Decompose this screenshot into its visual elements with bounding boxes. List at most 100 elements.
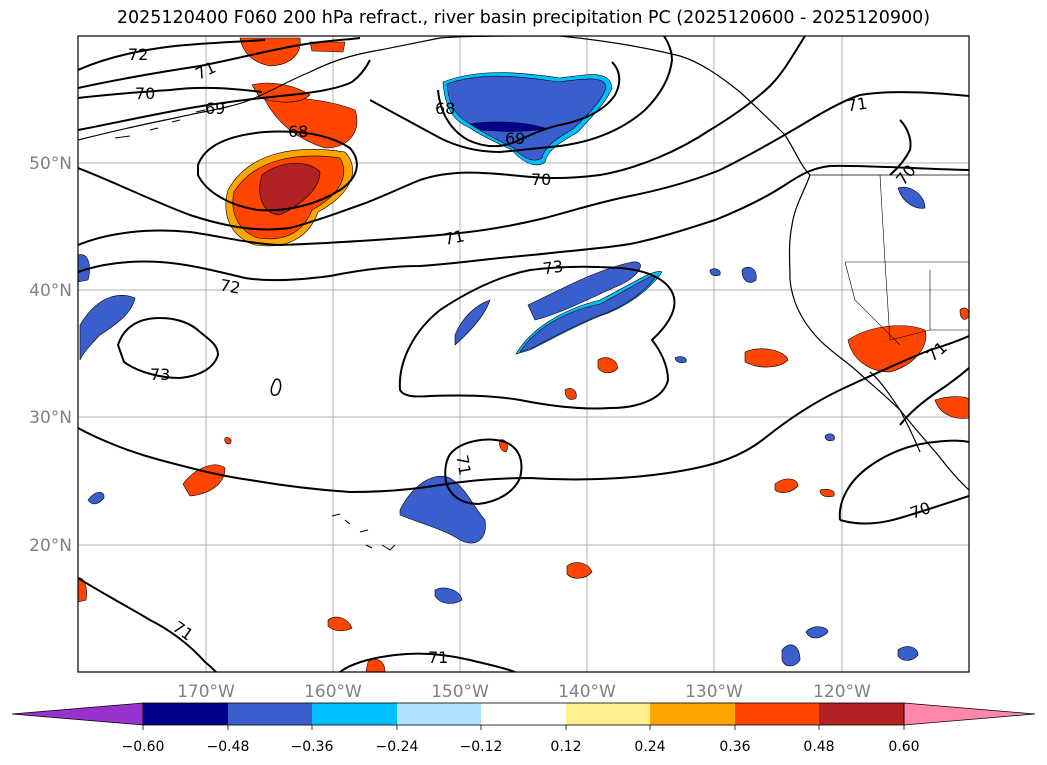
colorbar-tick-label: 0.36 [719,739,750,755]
colorbar-segment [143,703,228,725]
contour-71-bottom [339,652,516,672]
contour-70-north [78,86,263,99]
anomaly-region-pos-2 [264,97,358,149]
anomaly-region-neg-15 [824,433,835,442]
contour-label: 68 [435,99,455,118]
anomaly-region-pos-7 [934,396,969,419]
colorbar-segment [228,703,312,725]
contour-73-center [398,265,676,410]
contour-label: 73 [542,257,565,279]
contour-71-loop [444,438,523,506]
anomaly-region-neg-6 [79,295,136,361]
contour-72-mid [78,164,969,282]
colorbar-tick-label: 0.12 [550,739,581,755]
latitude-labels: 50°N 40°N 30°N 20°N [29,154,72,556]
lat-label-40n: 40°N [29,281,72,301]
map-frame [77,35,970,673]
anomaly-region-neg-5 [78,254,90,283]
contour-71-southwest [78,577,217,672]
contour-71-east-2 [899,367,969,426]
colorbar-segment [735,703,819,725]
anomaly-region-neg-3 [527,261,641,321]
us-state-lines [844,174,969,346]
contour-70-southeast [838,439,969,525]
colorbar-tick-label: −0.48 [207,739,250,755]
aleutians [114,101,231,139]
anomaly-region-pos-17 [959,307,969,320]
anomaly-region-neg-8 [781,644,801,667]
anomaly-region-neg-1-inner [469,121,546,132]
lon-label-160w: 160°W [304,682,362,702]
lon-label-150w: 150°W [431,682,489,702]
contour-73-west [116,316,220,380]
anomaly-region-neg-17 [674,356,687,364]
colorbar-tick-label: 0.60 [888,739,919,755]
contour-68-loop [197,130,358,212]
anomaly-region-pos-8 [744,348,789,368]
anomaly-region-pos-10 [566,562,593,579]
contour-label: 68 [288,122,308,141]
contour-69-east [369,36,674,154]
colorbar-segment [650,703,735,725]
colorbar-extend-min [11,702,144,726]
na-west-coast [788,174,969,491]
anomaly-region-neg-10 [741,267,757,283]
lat-label-30n: 30°N [29,408,72,428]
colorbar-tick-label: −0.12 [460,739,503,755]
colorbar-frame [142,702,905,726]
colorbar-tick-label: −0.24 [376,739,419,755]
contour-label: 73 [150,365,170,384]
colorbar-extend-max [903,702,1036,726]
contour-71-north [78,37,361,89]
lon-label-140w: 140°W [558,682,616,702]
anomaly-region-pos-19 [224,437,232,445]
lon-label-130w: 130°W [685,682,743,702]
colorbar-tick-label: 0.24 [634,739,665,755]
contour-label: 71 [442,226,466,249]
contour-69-north [78,59,371,131]
colorbar-segment [819,703,904,725]
anomaly-region-pos-3 [239,37,301,67]
colorbar-tick-label: −0.60 [122,739,165,755]
colorbar-segment [566,703,650,725]
anomaly-region-pos-18 [365,659,386,672]
lat-label-20n: 20°N [29,536,72,556]
anomaly-region-pos-12 [78,577,87,603]
anomaly-region-pos-1-inner [259,163,321,216]
anomaly-region-pos-13 [774,478,799,493]
baja-coast [869,371,921,453]
anomaly-region-neg-9 [897,646,919,661]
anomaly-region-neg-7 [434,587,463,604]
anomaly-region-pos-14 [327,616,353,632]
contour-label: 70 [531,170,551,189]
alaska-coast [78,36,811,176]
colorbar-tick-marks [142,725,905,730]
anomaly-region-pos-5 [309,41,346,53]
longitude-labels: 170°W 160°W 150°W 140°W 130°W 120°W [177,682,871,702]
anomaly-region-neg-11 [897,186,926,209]
colorbar: −0.60 −0.48 −0.36 −0.24 −0.12 0.12 0.24 … [11,702,1036,755]
colorbar-segment [481,703,566,725]
colorbar-tick-label: −0.36 [291,739,334,755]
contour-label: 71 [428,648,448,667]
negative-anomaly-fills [78,72,926,667]
contour-72-north [78,39,266,71]
contour-68-east [437,61,621,148]
contour-label: 72 [219,275,242,297]
colorbar-segment [312,703,397,725]
anomaly-region-pos-16 [819,488,835,498]
anomaly-region-pos-11 [597,357,619,374]
contour-label: 71 [846,94,869,116]
contour-label: 72 [128,45,148,64]
positive-anomaly-fills [78,37,969,672]
coastlines [78,36,969,551]
lat-label-50n: 50°N [29,154,72,174]
contour-label: 69 [505,129,525,148]
contour-label: 69 [205,99,225,118]
colorbar-tick-labels: −0.60 −0.48 −0.36 −0.24 −0.12 0.12 0.24 … [122,739,920,755]
contour-71-mid [78,91,969,247]
contour-label: 70 [135,84,155,103]
anomaly-region-neg-16 [709,268,721,277]
hawaii-islands [331,513,396,551]
